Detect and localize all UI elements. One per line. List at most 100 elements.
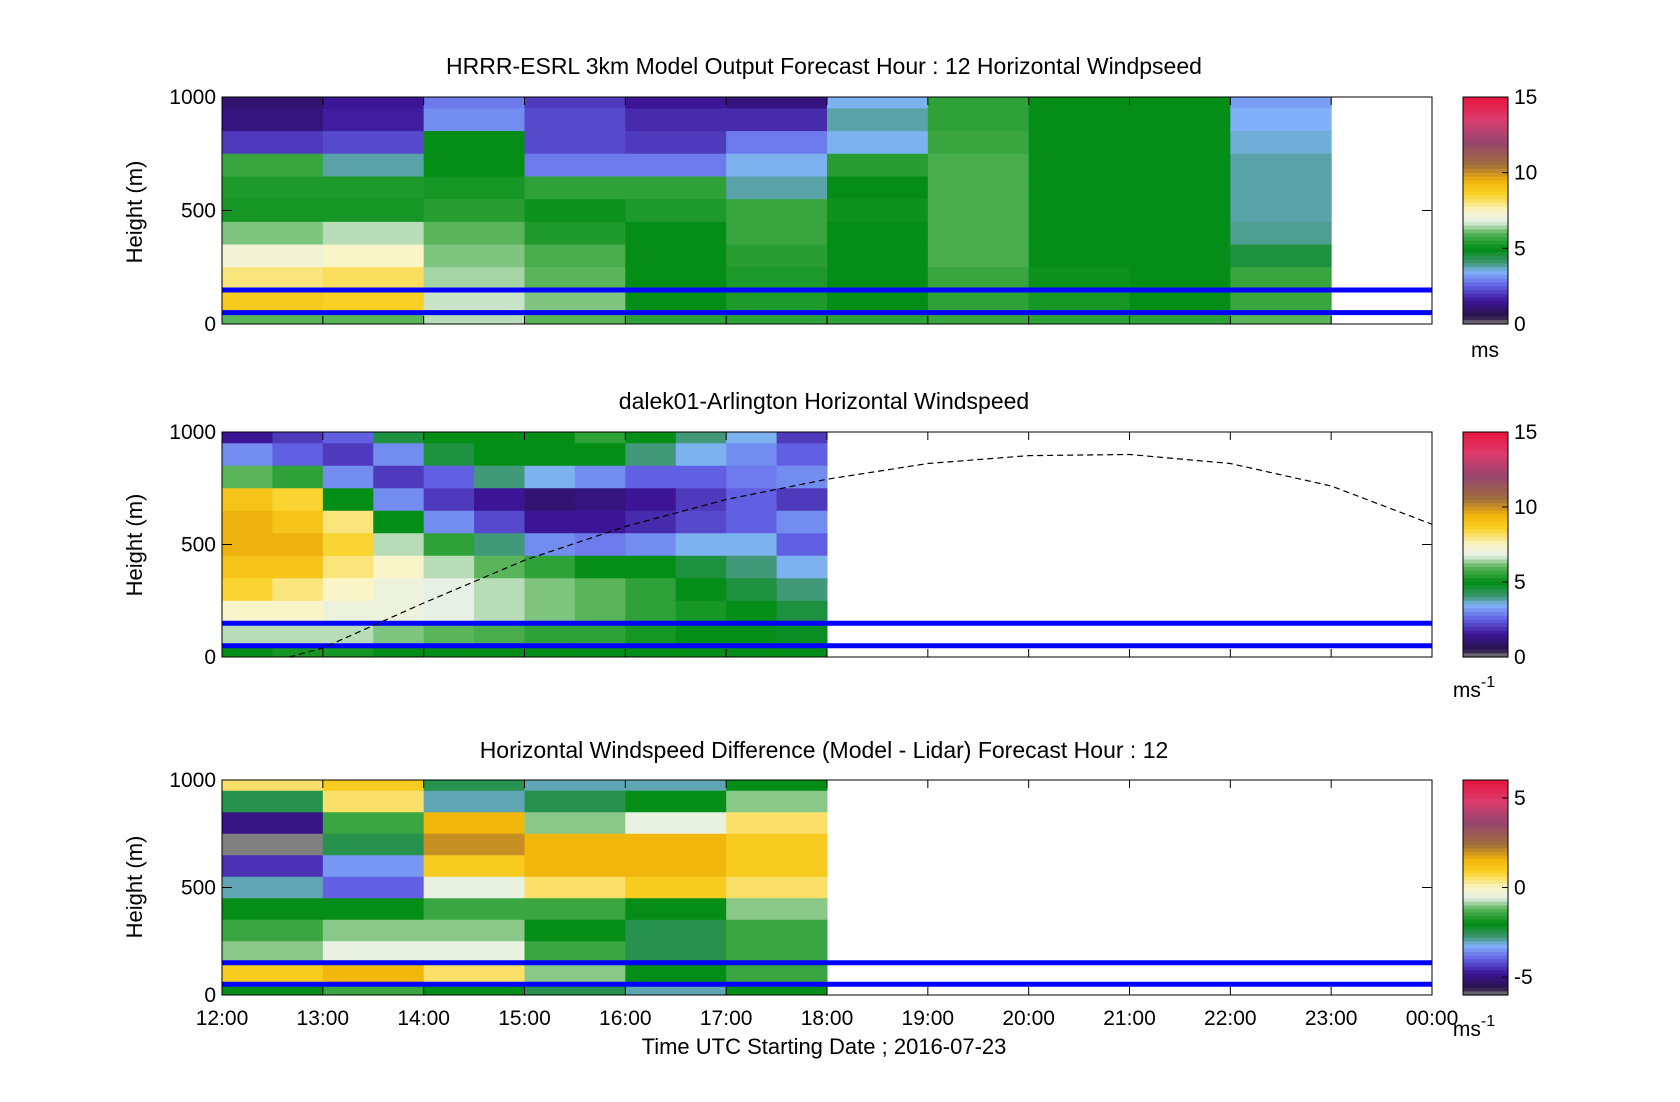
heatmap-cell xyxy=(322,812,425,835)
colorbar-segment xyxy=(1463,454,1508,459)
colorbar-segment xyxy=(1463,866,1508,871)
colorbar-segment xyxy=(1463,923,1508,928)
colorbar-segment xyxy=(1463,514,1508,519)
heatmap-cell xyxy=(222,600,273,624)
heatmap-cell xyxy=(322,108,425,132)
heatmap-cell xyxy=(272,443,324,467)
colorbar-segment xyxy=(1463,645,1508,651)
heatmap-cell xyxy=(625,645,677,658)
heatmap-cell xyxy=(574,555,626,579)
colorbar-segment xyxy=(1463,271,1508,276)
colorbar-frame xyxy=(1462,96,1509,325)
heatmap-cell xyxy=(827,267,929,291)
heatmap-cell xyxy=(524,780,626,792)
heatmap-cell xyxy=(1230,267,1332,291)
colorbar-segment xyxy=(1463,119,1508,125)
colorbar-segment xyxy=(1463,980,1508,985)
heatmap-cell xyxy=(675,578,727,602)
colorbar-segment xyxy=(1463,248,1508,253)
heatmap-cell xyxy=(322,131,425,155)
colorbar-segment xyxy=(1463,819,1508,824)
heatmap-cell xyxy=(625,199,727,223)
heatmap-cell xyxy=(524,876,626,899)
heatmap-cell xyxy=(625,443,677,467)
colorbar-segment xyxy=(1463,176,1508,181)
heatmap-cell xyxy=(927,97,1030,109)
heatmap-cell xyxy=(1129,289,1231,314)
panel-difference-ylabel: Height (m) xyxy=(122,836,147,939)
heatmap-cell xyxy=(524,962,626,985)
colorbar-segment xyxy=(1463,138,1508,143)
heatmap-cell xyxy=(726,645,778,658)
heatmap-cell xyxy=(726,97,828,109)
panel-difference-axes: 0 500 1000 12:00 13:00 14:00 15:00 16:00 17:00 18… xyxy=(169,769,1458,1030)
heatmap-cell xyxy=(524,600,576,624)
heatmap-cell xyxy=(1230,97,1332,109)
colorbar-segment xyxy=(1463,100,1508,106)
heatmap-cell xyxy=(524,510,576,534)
panel-difference-colorbar-unit-exp: -1 xyxy=(1481,1013,1495,1030)
colorbar-segment xyxy=(1463,435,1508,441)
heatmap-cell xyxy=(524,555,576,579)
heatmap-cell xyxy=(625,941,727,964)
y-tick-label: 1000 xyxy=(169,86,216,109)
heatmap-cell xyxy=(474,488,525,512)
colorbar-segment xyxy=(1463,944,1508,950)
heatmap-cell xyxy=(322,488,374,512)
heatmap-cell xyxy=(827,97,929,109)
heatmap-cell xyxy=(726,600,778,624)
colorbar-segment xyxy=(1463,533,1508,538)
heatmap-cell xyxy=(322,153,425,177)
heatmap-cell xyxy=(423,941,525,964)
heatmap-cell xyxy=(423,432,475,444)
colorbar-segment xyxy=(1463,642,1508,647)
colorbar-segment xyxy=(1463,555,1508,561)
heatmap-cell xyxy=(927,221,1030,246)
heatmap-cell xyxy=(222,533,273,557)
heatmap-cell xyxy=(423,790,525,813)
colorbar-tick-label: 5 xyxy=(1514,571,1526,594)
heatmap-cell xyxy=(423,962,525,985)
heatmap-cell xyxy=(726,432,778,444)
y-tick-label: 500 xyxy=(181,877,216,900)
panel-lidar: dalek01-Arlington Horizontal Windspeed H… xyxy=(122,388,1537,702)
x-tick-label: 00:00 xyxy=(1406,1007,1459,1030)
panel-model-axes: 0 500 1000 xyxy=(169,86,1433,336)
panel-model-heatmap xyxy=(222,97,1332,325)
colorbar-segment xyxy=(1463,218,1508,223)
x-tick-label: 12:00 xyxy=(196,1007,249,1030)
colorbar-segment xyxy=(1463,161,1508,166)
colorbar-segment xyxy=(1463,492,1508,497)
heatmap-cell xyxy=(524,812,626,835)
colorbar-segment xyxy=(1463,955,1508,960)
colorbar-segment xyxy=(1463,134,1508,140)
heatmap-cell xyxy=(675,623,727,647)
heatmap-cell xyxy=(625,780,727,792)
colorbar-tick-label: -5 xyxy=(1514,966,1533,989)
heatmap-cell xyxy=(625,488,677,512)
heatmap-cell xyxy=(423,623,475,647)
heatmap-cell xyxy=(927,153,1030,177)
heatmap-cell xyxy=(222,131,324,155)
heatmap-cell xyxy=(827,131,929,155)
heatmap-cell xyxy=(726,267,828,291)
colorbar-segment xyxy=(1463,308,1508,314)
colorbar-segment xyxy=(1463,537,1508,542)
heatmap-cell xyxy=(222,267,324,291)
colorbar-segment xyxy=(1463,236,1508,242)
heatmap-cell xyxy=(574,432,626,444)
heatmap-cell xyxy=(272,578,324,602)
heatmap-cell xyxy=(423,289,525,314)
heatmap-cell xyxy=(1028,221,1130,246)
colorbar-segment xyxy=(1463,563,1508,568)
colorbar-segment xyxy=(1463,289,1508,295)
heatmap-cell xyxy=(322,941,425,964)
colorbar-segment xyxy=(1463,259,1508,265)
colorbar-segment xyxy=(1463,898,1508,903)
heatmap-cell xyxy=(675,533,727,557)
heatmap-cell xyxy=(625,876,727,899)
heatmap-cell xyxy=(625,623,677,647)
colorbar-segment xyxy=(1463,278,1508,283)
colorbar-segment xyxy=(1463,195,1508,200)
heatmap-cell xyxy=(524,108,626,132)
